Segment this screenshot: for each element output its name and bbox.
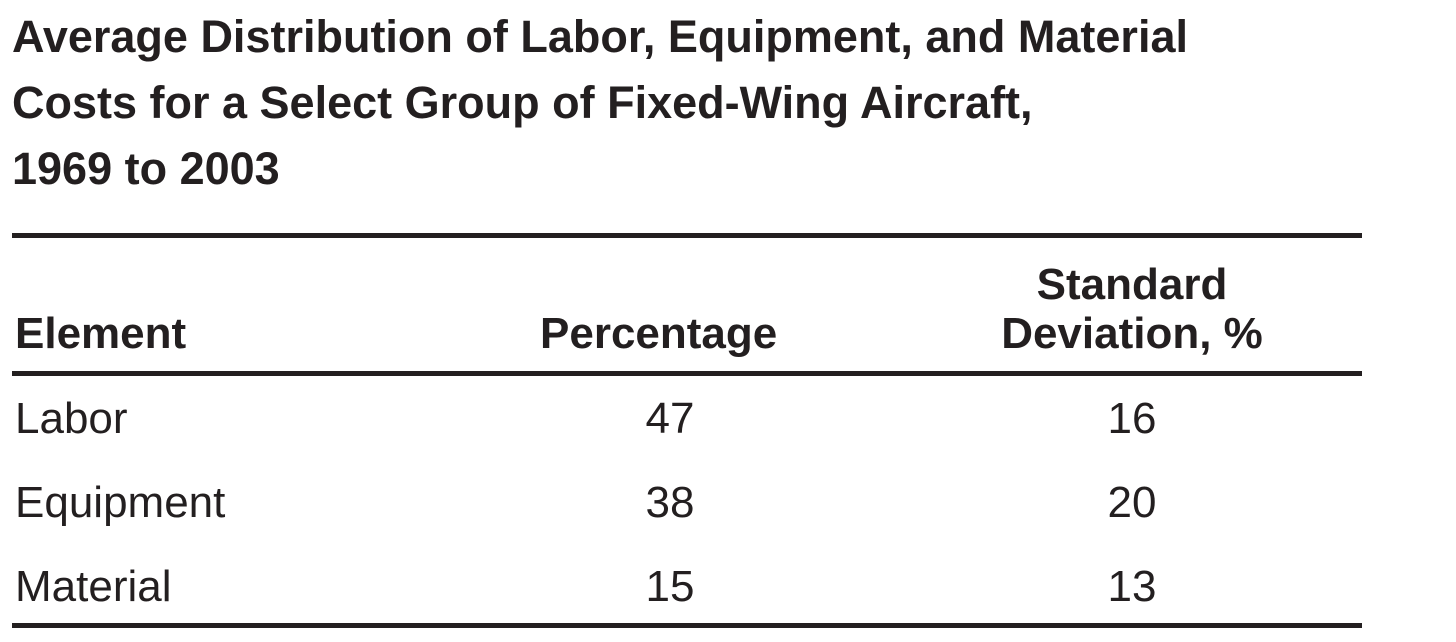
column-header: Element xyxy=(15,309,187,358)
cell: 13 xyxy=(1107,562,1157,611)
cell: 47 xyxy=(645,394,695,443)
title-line: Costs for a Select Group of Fixed-Wing A… xyxy=(12,77,1033,128)
cell: 15 xyxy=(645,562,695,611)
cell: 16 xyxy=(1107,394,1157,443)
cell: Equipment xyxy=(15,478,226,527)
cell: Labor xyxy=(15,394,128,443)
title-line: 1969 to 2003 xyxy=(12,143,280,194)
column-header: Percentage xyxy=(540,309,778,358)
title-line: Average Distribution of Labor, Equipment… xyxy=(12,11,1188,62)
cell: 20 xyxy=(1107,478,1157,527)
column-header: Standard Deviation, % xyxy=(1001,260,1263,359)
header-rule xyxy=(12,371,1362,376)
cell: Material xyxy=(15,562,172,611)
top-rule xyxy=(12,233,1362,238)
bottom-rule xyxy=(12,623,1362,628)
cell: 38 xyxy=(645,478,695,527)
